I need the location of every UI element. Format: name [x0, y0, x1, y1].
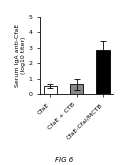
Text: FIG 6: FIG 6: [55, 157, 73, 163]
Y-axis label: Serum IgA anti-CfaE
(log10 titer): Serum IgA anti-CfaE (log10 titer): [15, 24, 26, 87]
Bar: [70, 84, 83, 94]
Bar: [44, 86, 57, 94]
Bar: [97, 50, 110, 94]
